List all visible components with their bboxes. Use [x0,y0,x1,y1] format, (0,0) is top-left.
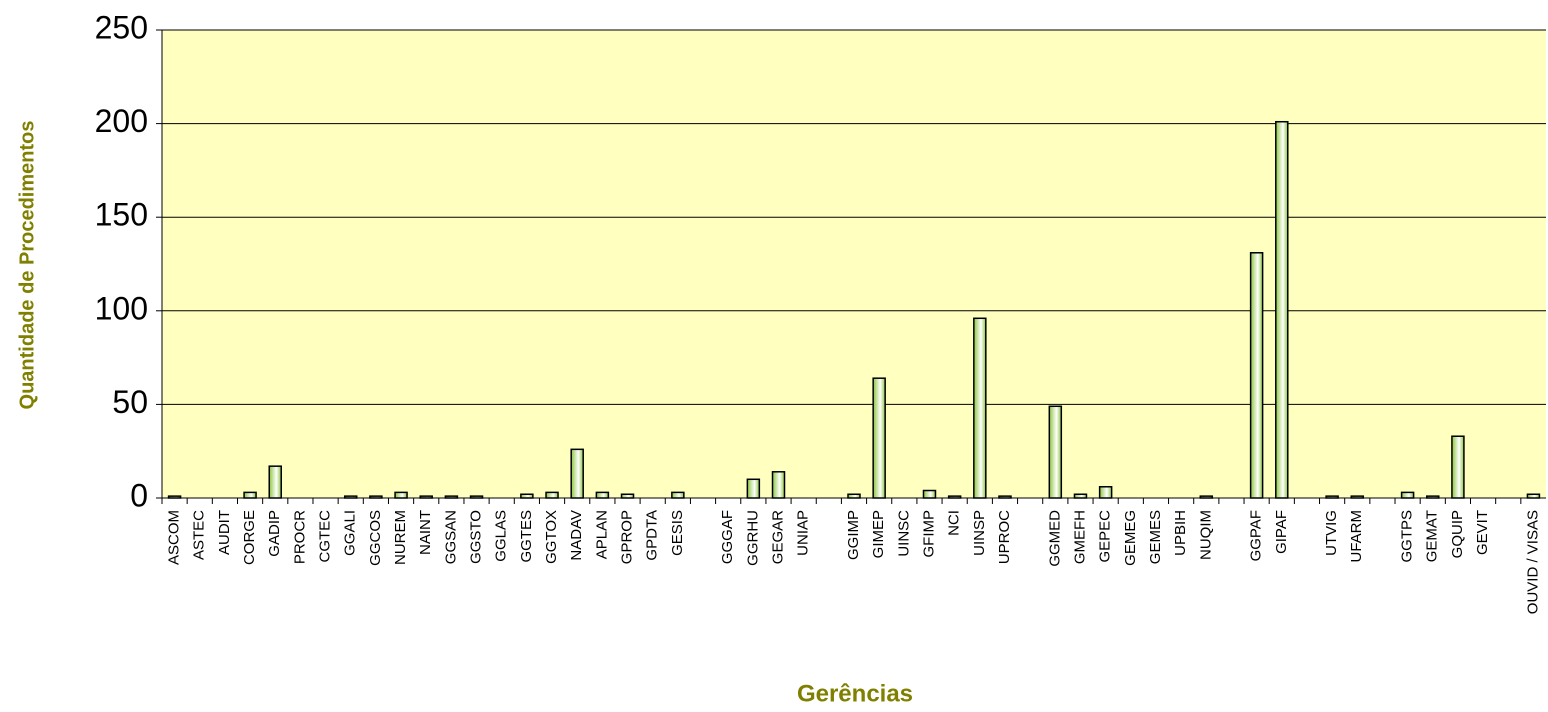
y-tick-label: 100 [95,290,148,326]
bar [343,495,358,499]
bar [1073,493,1088,499]
x-tick-label: GEMAT [1424,510,1441,562]
bar [419,495,433,499]
x-tick-label: GGPAF [1248,510,1265,561]
x-tick-label: GEVIT [1474,510,1491,555]
y-tick-label: 200 [95,103,148,139]
x-tick-label: CORGE [241,510,258,565]
x-tick-label: GGCOS [367,510,384,566]
bar [1098,486,1113,499]
x-tick-label: UPROC [996,510,1013,564]
x-tick-label: GFIMP [920,510,937,558]
x-tick-label: APLAN [593,510,610,559]
bar [1426,495,1440,499]
x-tick-label: GIMEP [870,510,887,558]
x-tick-label: GEMES [1147,510,1164,564]
y-tick-label: 250 [95,9,148,45]
x-tick-label: GEMEG [1122,510,1139,566]
x-tick-label: GGRHU [744,510,761,566]
bar [469,495,484,499]
bar [1400,491,1415,499]
x-tick-label: GMEFH [1071,510,1088,564]
x-tick-label: GQUIP [1449,510,1466,558]
bar [520,493,534,499]
bar [570,448,584,499]
bar [595,491,610,499]
x-tick-label: GGTPS [1399,510,1416,563]
x-tick-label: GEPEC [1097,510,1114,563]
bar [872,377,886,499]
bar [771,471,786,499]
x-tick-label: NUREM [392,510,409,565]
x-tick-label: UINSC [895,510,912,557]
x-tick-label: CGTEC [317,510,334,563]
x-tick-label: OUVID / VISAS [1524,510,1541,614]
x-tick-label: UPBIH [1172,510,1189,556]
bar [545,491,559,499]
x-tick-label: GEGAR [769,510,786,564]
bar [947,495,962,499]
bar [1526,493,1541,499]
x-tick-label: GGMED [1046,510,1063,567]
bar [167,495,182,499]
x-tick-label: GADIP [266,510,283,557]
x-tick-label: GPDTA [644,510,661,561]
x-axis-title: Gerências [797,680,913,707]
bar [268,465,282,499]
x-tick-label: GGSTO [468,510,485,564]
x-tick-label: GESIS [669,510,686,556]
bar [922,489,937,499]
bar [444,495,459,499]
x-tick-label: ASTEC [191,510,208,560]
bar [1325,495,1339,499]
x-tick-label: NADAV [568,510,585,561]
x-tick-label: ASCOM [166,510,183,565]
x-tick-label: GPROP [618,510,635,564]
x-tick-label: GIPAF [1273,510,1290,554]
bar [998,495,1012,499]
x-tick-label: GGGAF [719,510,736,564]
bar [369,495,383,499]
x-tick-label: GGTES [518,510,535,563]
bar [1275,120,1289,499]
x-tick-label: AUDIT [216,510,233,555]
x-tick-label: GGLAS [493,510,510,562]
bar [1199,495,1214,499]
bar [1249,252,1264,499]
y-tick-label: 150 [95,197,148,233]
bar [671,491,685,499]
bar [1350,495,1365,499]
x-tick-label: UNIAP [795,510,812,556]
bar [1048,405,1063,499]
x-tick-label: UINSP [971,510,988,556]
y-axis-title: Quantidade de Procedimentos [16,121,38,410]
bar [746,478,761,499]
x-tick-label: GGALI [342,510,359,556]
plot-area [162,30,1546,498]
x-tick-label: GGIMP [845,510,862,560]
bar [847,493,861,499]
x-tick-label: PROCR [291,510,308,564]
x-tick-label: GGSAN [442,510,459,564]
x-tick-label: NAINT [417,510,434,555]
bar [620,493,635,499]
y-tick-label: 50 [112,384,148,420]
x-tick-label: UFARM [1348,510,1365,563]
x-tick-label: UTVIG [1323,510,1340,556]
x-tick-label: NCI [946,510,963,536]
bar [1451,435,1465,499]
bar [973,317,987,499]
bar [394,491,408,499]
x-tick-label: GGTOX [543,510,560,564]
x-tick-label: NUQIM [1197,510,1214,560]
y-tick-label: 0 [130,477,148,513]
bar [243,491,257,499]
